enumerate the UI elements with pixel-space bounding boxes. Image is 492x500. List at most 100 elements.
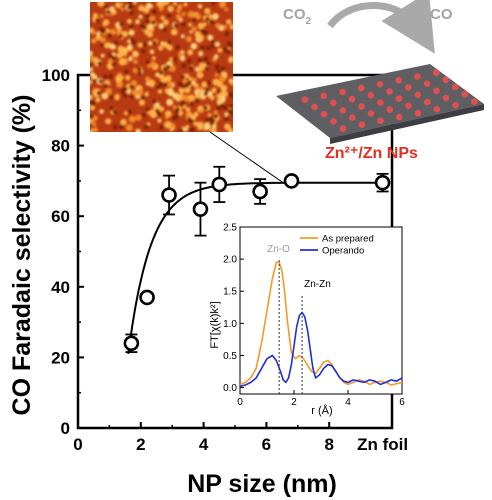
afm-pit [158,70,164,75]
afm-grain [211,87,218,93]
afm-pit [145,14,150,19]
afm-pit [224,116,229,121]
afm-grain [163,19,169,26]
afm-grain [116,4,121,9]
afm-pit [107,33,113,38]
afm-grain [213,54,219,59]
afm-pit [216,105,221,111]
afm-grain [138,99,145,106]
afm-pit [177,81,183,86]
afm-grain [164,2,170,5]
afm-grain [228,78,233,84]
y-axis-label: CO Faradaic selectivity (%) [8,95,36,416]
afm-grain [184,87,191,94]
nanoparticle [442,94,450,102]
afm-pit [227,41,232,46]
afm-pit [204,66,209,71]
afm-grain [185,73,190,78]
afm-pit [90,63,93,69]
afm-grain [145,76,151,83]
afm-pit [215,64,220,70]
afm-pit [206,46,211,51]
afm-grain [164,121,172,129]
afm-grain [159,106,165,112]
afm-image [90,2,233,132]
afm-pit [225,49,231,54]
afm-grain [228,57,233,63]
afm-pit [129,10,134,15]
nanoparticle [433,105,441,113]
afm-grain [187,49,194,56]
afm-pit [96,90,102,96]
x-tick-label-zn-foil: Zn foil [357,435,408,454]
afm-pit [119,124,124,129]
afm-grain [90,55,94,62]
afm-pit [205,61,211,66]
nanoparticle [395,77,403,84]
afm-pit [186,58,192,64]
afm-grain [212,78,220,86]
data-point [161,174,177,216]
y-tick-label: 20 [51,348,70,367]
afm-grain [190,42,198,50]
afm-pit [97,61,102,66]
afm-pit [98,79,104,84]
afm-grain [167,5,174,12]
afm-grain [128,29,135,36]
afm-grain [194,93,201,100]
inset-frame [239,226,403,395]
afm-grain [92,127,99,132]
nanoparticle [452,102,459,109]
afm-pit [224,31,229,37]
afm-grain [120,118,127,126]
afm-grain [229,24,233,30]
afm-grain [116,81,124,88]
peak-label: Zn-O [267,244,290,255]
point-marker [252,183,268,200]
inset-y-tick-label: 0.0 [223,383,237,394]
nanoparticle [301,96,309,103]
afm-pit [162,82,168,87]
afm-pointer-line [209,131,286,185]
y-tick-label: 60 [51,207,70,226]
afm-grain [217,97,222,102]
nanoparticle [433,87,440,95]
afm-grain [198,51,204,57]
afm-grain [144,91,149,97]
afm-grain [137,42,143,48]
nanoparticle [330,118,337,125]
data-point [283,173,300,189]
afm-pit [181,63,187,68]
afm-pit [128,4,134,10]
point-marker [283,173,300,189]
afm-pit [203,105,208,111]
y-tick-label: 0 [61,419,70,438]
afm-pit [129,24,134,29]
afm-grain [224,7,229,12]
afm-pit [112,109,117,115]
afm-grain [167,89,175,97]
afm-pit [215,88,221,94]
afm-grain [185,36,192,43]
inset-y-tick-label: 0.5 [223,351,237,362]
nanoparticle [367,110,375,117]
afm-pit [111,62,116,67]
afm-pit [197,58,203,63]
afm-grain [150,27,155,32]
afm-grain [91,30,97,35]
afm-pit [106,9,111,15]
afm-pit [175,45,180,50]
afm-grain [204,123,211,130]
afm-pit [203,91,208,97]
afm-grain [90,72,95,77]
afm-grain [104,42,110,49]
afm-pit [158,81,164,86]
nanoparticle [405,84,412,91]
afm-grain [192,77,197,82]
afm-grain [183,94,188,98]
afm-pit [187,80,192,86]
nanoparticle [386,88,393,95]
afm-grain [102,19,110,26]
co-label: CO [430,6,453,23]
afm-pit [181,100,186,105]
